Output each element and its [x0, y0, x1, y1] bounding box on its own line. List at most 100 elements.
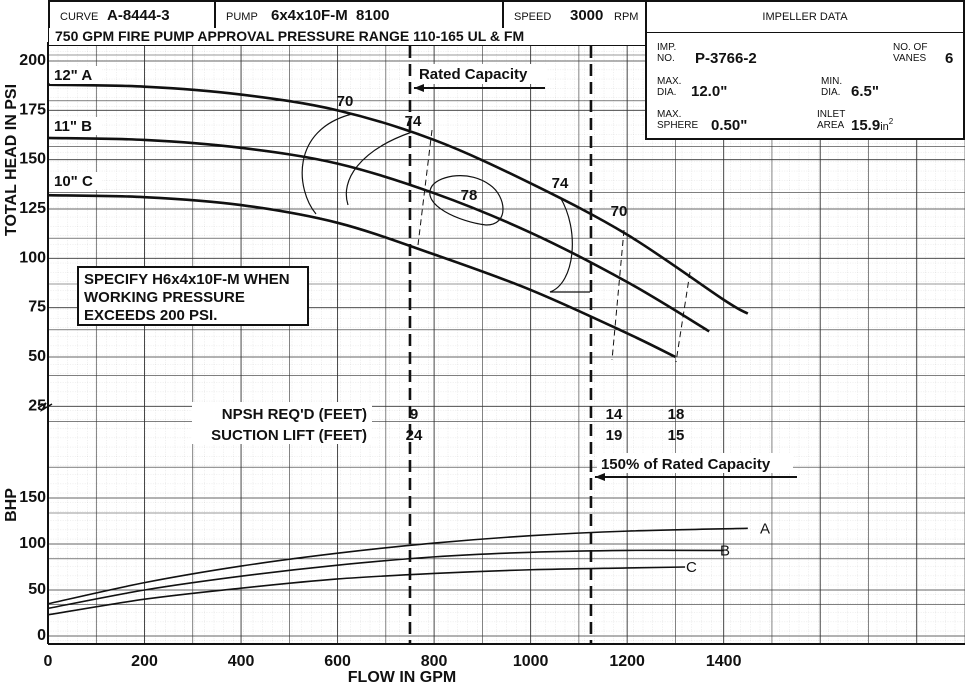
head-tick-label: 125 [19, 200, 46, 217]
rated-capacity-label: Rated Capacity [419, 66, 528, 83]
head-tick-label: 75 [28, 299, 46, 316]
npsh-label: NPSH REQ'D (FEET) [222, 406, 367, 423]
efficiency-label: 74 [405, 113, 422, 130]
head-curve-1 [47, 136, 710, 333]
max-sphere-label: MAX. SPHERE [657, 109, 699, 131]
head-tick-label: 175 [19, 101, 46, 118]
note-line-1: SPECIFY H6x4x10F-M WHEN [84, 271, 290, 288]
x-tick-label: 1400 [706, 653, 742, 670]
head-tick-label: 200 [19, 52, 46, 69]
curve-value: A-8444-3 [107, 7, 170, 24]
x-tick-label: 400 [228, 653, 255, 670]
bhp-tick-label: 100 [19, 535, 46, 552]
inlet-area-number: 15.9 [851, 117, 881, 134]
head-curve-label: 12" A [54, 67, 92, 84]
subtitle-bar: 750 GPM FIRE PUMP APPROVAL PRESSURE RANG… [48, 28, 646, 46]
impeller-title: IMPELLER DATA [647, 2, 963, 33]
imp-no-label: IMP. NO. [657, 42, 677, 64]
suction-lift-value: 24 [406, 427, 423, 444]
head-curve-0 [47, 83, 749, 315]
efficiency-label: 78 [461, 187, 478, 204]
vanes-value: 6 [945, 50, 954, 67]
note-line-3: EXCEEDS 200 PSI. [84, 307, 218, 324]
head-curves [47, 66, 749, 359]
bhp-curve-label: A [760, 520, 770, 537]
inlet-area-unit: in [880, 121, 889, 133]
suction-lift-value: 19 [606, 427, 623, 444]
subtitle: 750 GPM FIRE PUMP APPROVAL PRESSURE RANG… [55, 28, 525, 44]
eff-contour-78 [429, 175, 504, 226]
head-curve-label: 10" C [54, 173, 93, 190]
bhp-curves [47, 527, 748, 616]
note-box: SPECIFY H6x4x10F-M WHEN WORKING PRESSURE… [77, 266, 309, 326]
pump-box: PUMP 6x4x10F-M 8100 [214, 0, 504, 30]
eff-contour-74-right [549, 196, 590, 293]
x-tick-label: 200 [131, 653, 158, 670]
speed-unit: RPM [614, 11, 639, 23]
head-tick-label: 25 [28, 397, 46, 414]
suction-lift-label: SUCTION LIFT (FEET) [211, 427, 367, 444]
head-curve-label-bg [50, 66, 102, 84]
x-tick-label: 800 [421, 653, 448, 670]
efficiency-label: 70 [337, 93, 354, 110]
curve-label: CURVE [60, 11, 99, 23]
bhp-curve-label: C [686, 559, 697, 576]
axes [37, 42, 965, 645]
bhp-tick-label: 150 [19, 489, 46, 506]
note-line-2: WORKING PRESSURE [84, 289, 245, 306]
speed-box: SPEED 3000 RPM [502, 0, 647, 30]
rated-capacity-label-bg [414, 64, 547, 84]
bhp-curve-2 [47, 566, 686, 616]
npsh-value: 14 [606, 406, 623, 423]
npsh-18-line [675, 271, 691, 363]
head-axis-label: TOTAL HEAD IN PSI [3, 84, 20, 236]
max-sphere-value: 0.50" [711, 117, 748, 134]
npsh-14-line [611, 229, 625, 361]
chart-labels: 0 200 400 600 800 1000 1200 1400255075100125150… [3, 52, 771, 685]
inlet-area-value: 15.9in2 [851, 117, 893, 134]
eff-contour-74-left [345, 131, 413, 206]
capacity-150-label: 150% of Rated Capacity [601, 456, 771, 473]
bhp-tick-label: 0 [37, 627, 46, 644]
efficiency-contours [301, 113, 691, 363]
speed-value: 3000 [570, 7, 604, 24]
inlet-area-exp: 2 [888, 117, 894, 126]
npsh-value: 18 [668, 406, 685, 423]
imp-no-value: P-3766-2 [695, 50, 757, 67]
suction-lift-value: 15 [668, 427, 685, 444]
x-tick-label: 600 [324, 653, 351, 670]
npsh-label-bg [192, 402, 372, 444]
curve-box: CURVE A-8444-3 [48, 0, 216, 30]
vanes-label: NO. OF VANES [893, 42, 928, 64]
efficiency-label: 74 [552, 175, 569, 192]
capacity-lines [408, 46, 797, 644]
head-tick-label: 150 [19, 151, 46, 168]
x-tick-label: 1200 [609, 653, 645, 670]
eff-contour-70-left [301, 113, 353, 215]
head-curve-label: 11" B [54, 118, 92, 135]
min-dia-label: MIN. DIA. [821, 76, 843, 98]
head-tick-label: 50 [28, 348, 46, 365]
bhp-curve-1 [47, 549, 724, 610]
efficiency-label: 70 [611, 203, 628, 220]
capacity-150-label-bg [596, 453, 793, 473]
npsh-value: 9 [410, 406, 418, 423]
capacity-150-arrowhead [594, 473, 605, 481]
bhp-tick-label: 50 [28, 581, 46, 598]
x-tick-label: 0 [44, 653, 53, 670]
x-axis-label: FLOW IN GPM [348, 669, 456, 685]
head-tick-label: 100 [19, 249, 46, 266]
bhp-axis-label: BHP [3, 488, 20, 522]
rated-capacity-arrowhead [413, 84, 424, 92]
head-curve-label-bg [50, 172, 102, 190]
head-curve-2 [47, 193, 676, 359]
inlet-area-label: INLET AREA [817, 109, 846, 131]
impeller-data-box: IMPELLER DATA IMP. NO. P-3766-2 NO. OF VAN… [645, 0, 965, 140]
speed-label: SPEED [514, 11, 552, 23]
head-curve-label-bg [50, 117, 102, 135]
pump-value: 6x4x10F-M 8100 [271, 7, 390, 24]
max-dia-value: 12.0" [691, 83, 728, 100]
axis-break-mark [37, 402, 53, 412]
min-dia-value: 6.5" [851, 83, 879, 100]
x-tick-label: 1000 [513, 653, 549, 670]
